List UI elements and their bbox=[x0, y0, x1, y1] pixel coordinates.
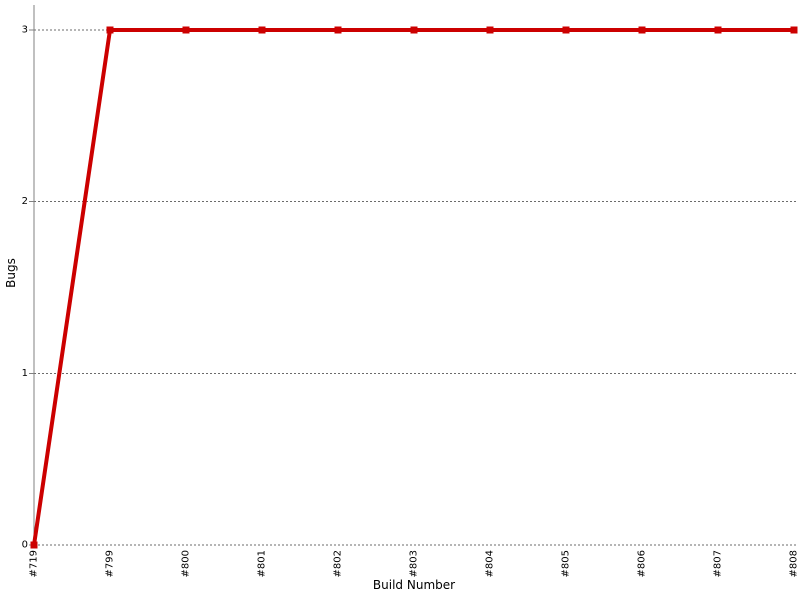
data-point-marker bbox=[790, 26, 798, 34]
y-axis-title: Bugs bbox=[4, 258, 18, 288]
data-point-marker bbox=[714, 26, 722, 34]
x-tick-label: #801 bbox=[257, 550, 268, 577]
data-point-marker bbox=[562, 26, 570, 34]
data-point-marker bbox=[106, 26, 114, 34]
x-tick-label: #806 bbox=[637, 550, 648, 577]
x-tick-label: #807 bbox=[713, 550, 724, 577]
series-line-bugs bbox=[32, 28, 794, 546]
y-tick-label: 2 bbox=[22, 196, 28, 207]
x-tick-label: #808 bbox=[789, 550, 800, 577]
x-tick-label: #803 bbox=[409, 550, 420, 577]
data-point-marker bbox=[486, 26, 494, 34]
data-point-marker bbox=[410, 26, 418, 34]
x-tick-label: #804 bbox=[485, 550, 496, 577]
x-axis-title: Build Number bbox=[372, 578, 456, 592]
data-point-marker bbox=[182, 26, 190, 34]
data-point-marker bbox=[334, 26, 342, 34]
y-tick-label: 1 bbox=[22, 368, 28, 379]
data-point-marker bbox=[638, 26, 646, 34]
data-point-marker bbox=[258, 26, 266, 34]
data-point-marker bbox=[30, 541, 38, 549]
x-tick-label: #805 bbox=[561, 550, 572, 577]
y-tick-label: 3 bbox=[22, 25, 28, 36]
x-tick-label: #719 bbox=[29, 550, 40, 577]
y-tick-label: 0 bbox=[22, 540, 28, 551]
x-tick-label: #800 bbox=[181, 550, 192, 577]
x-tick-label: #799 bbox=[105, 550, 116, 577]
x-tick-label: #802 bbox=[333, 550, 344, 577]
